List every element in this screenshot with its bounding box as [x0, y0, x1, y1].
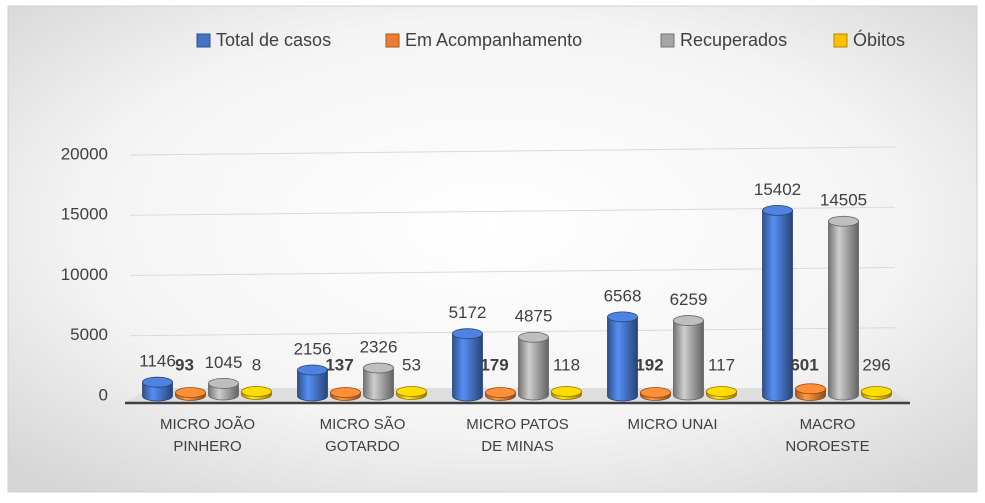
bar: [706, 386, 737, 400]
bar-top: [795, 383, 826, 395]
data-label: 118: [553, 355, 580, 374]
bar: [142, 376, 173, 402]
data-label: 6568: [604, 286, 642, 305]
bar: [795, 383, 826, 401]
y-tick-label: 20000: [61, 144, 108, 163]
legend-label: Em Acompanhamento: [405, 30, 582, 50]
x-tick-label: MICRO UNAI: [627, 416, 718, 433]
data-label: 117: [708, 355, 735, 374]
bar-body: [828, 220, 859, 401]
bar-top: [241, 386, 272, 397]
bar-body: [673, 320, 704, 401]
bar-top: [452, 328, 483, 340]
chart-area: [7, 5, 978, 493]
x-tick-label: MICRO PATOS DE MINAS: [466, 416, 569, 455]
legend-swatch: [660, 33, 675, 48]
bar-top: [363, 362, 394, 374]
legend-swatch: [196, 33, 211, 48]
data-label: 601: [790, 355, 818, 374]
bar: [607, 311, 638, 402]
bar-body: [297, 369, 328, 402]
legend-swatch: [385, 33, 400, 48]
data-label: 53: [402, 355, 421, 374]
bar-top: [518, 331, 549, 343]
bar-body: [762, 210, 793, 402]
bar-top: [607, 311, 638, 323]
bar: [452, 328, 483, 402]
data-label: 93: [175, 355, 194, 374]
bar-top: [762, 205, 793, 216]
data-label: 296: [862, 355, 890, 374]
y-tick-label: 10000: [61, 265, 108, 284]
bar: [241, 386, 272, 400]
data-label: 15402: [754, 180, 801, 199]
bar-top: [297, 364, 328, 376]
bar-body: [518, 336, 549, 401]
bar: [762, 205, 793, 402]
x-tick-label: MACRO NOROESTE: [785, 416, 870, 455]
data-label: 4875: [515, 307, 553, 326]
bar-body: [363, 367, 394, 401]
bar: [396, 386, 427, 400]
data-label: 8: [252, 355, 261, 374]
bar-top: [175, 387, 206, 398]
bar: [673, 315, 704, 401]
bar-top: [828, 215, 859, 227]
bar: [175, 387, 206, 401]
bar: [828, 215, 859, 401]
bar-top: [485, 387, 516, 398]
bar: [861, 386, 892, 400]
bar-top: [330, 387, 361, 398]
data-label: 6259: [670, 290, 708, 309]
bar-top: [673, 315, 704, 326]
bar: [363, 362, 394, 401]
bar: [485, 387, 516, 401]
legend-swatch: [833, 33, 848, 48]
bar: [551, 386, 582, 400]
bar-top: [551, 386, 582, 397]
bar-top: [861, 386, 892, 397]
bar: [518, 331, 549, 401]
bar-top: [706, 386, 737, 397]
data-label: 1045: [205, 353, 243, 372]
x-tick-label: MICRO JOÃO PINHERO: [159, 416, 255, 455]
data-label: 5172: [449, 303, 487, 322]
data-label: 137: [325, 355, 353, 374]
bar-top: [208, 378, 239, 389]
y-tick-label: 15000: [61, 205, 108, 224]
legend-label: Total de casos: [216, 30, 331, 50]
bar-body: [607, 316, 638, 402]
x-tick-label: MICRO SÃO GOTARDO: [319, 416, 406, 455]
data-label: 2156: [294, 340, 332, 359]
bar-top: [640, 387, 671, 398]
bar-top: [396, 386, 427, 397]
bar: [297, 364, 328, 402]
bar-top: [142, 376, 173, 388]
bar-body: [452, 333, 483, 402]
bar: [640, 387, 671, 401]
bar: [208, 378, 239, 401]
data-label: 14505: [820, 191, 867, 210]
bar: [330, 387, 361, 401]
grid-line: [129, 146, 896, 156]
legend-label: Óbitos: [853, 29, 905, 50]
y-tick-label: 5000: [70, 325, 108, 344]
legend-label: Recuperados: [680, 30, 787, 50]
data-label: 192: [635, 355, 663, 374]
y-tick-label: 0: [99, 385, 108, 404]
data-label: 179: [480, 355, 508, 374]
data-label: 2326: [360, 337, 398, 356]
data-label: 1146: [139, 352, 176, 371]
